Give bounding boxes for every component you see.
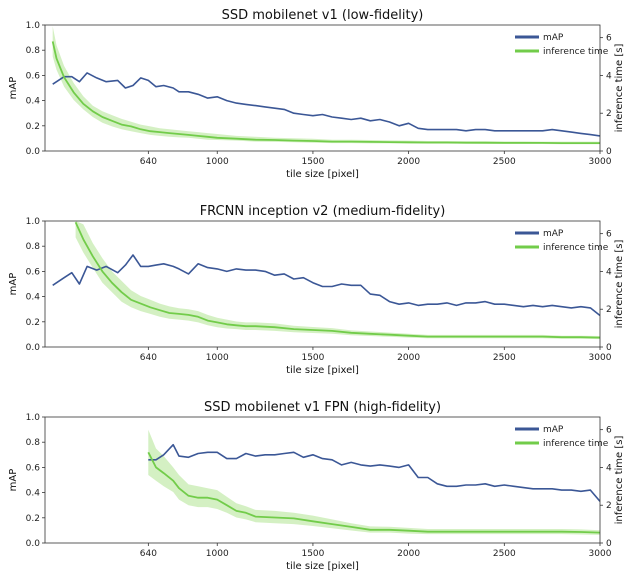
legend-label: inference time: [543, 47, 609, 57]
y2-tick-label: 2: [606, 305, 612, 315]
inference-time-confidence-band: [148, 429, 600, 535]
x-tick-label: 1000: [206, 353, 229, 363]
x-tick-label: 2500: [493, 549, 516, 559]
x-axis-label: tile size [pixel]: [286, 169, 359, 180]
y2-tick-label: 4: [606, 267, 612, 277]
x-tick-label: 2000: [397, 549, 420, 559]
x-tick-label: 3000: [589, 549, 612, 559]
y2-tick-label: 6: [606, 230, 612, 240]
x-tick-label: 2000: [397, 157, 420, 167]
inference-time-confidence-band: [52, 26, 600, 145]
y2-tick-label: 2: [606, 501, 612, 511]
inference-time-series-line: [74, 221, 600, 339]
y2-tick-label: 0: [606, 539, 612, 549]
legend-label: mAP: [543, 229, 564, 239]
x-tick-label: 2000: [397, 353, 420, 363]
y-tick-label: 0.0: [26, 147, 41, 157]
x-tick-label: 3000: [589, 353, 612, 363]
y-tick-label: 0.8: [26, 46, 41, 56]
y-tick-label: 0.4: [26, 97, 41, 107]
legend-label: inference time: [543, 439, 609, 449]
x-tick-label: 1500: [301, 157, 324, 167]
chart-title: FRCNN inception v2 (medium-fidelity): [200, 204, 446, 219]
map-series-line: [52, 254, 600, 317]
y-tick-label: 0.8: [26, 438, 41, 448]
x-tick-label: 1000: [206, 157, 229, 167]
y2-axis-label: inference time [s]: [614, 44, 625, 133]
y-tick-label: 0.4: [26, 489, 41, 499]
legend-label: inference time: [543, 243, 609, 253]
legend: mAP inference time: [515, 33, 609, 57]
y-axis-label: mAP: [8, 469, 19, 492]
x-tick-label: 640: [140, 157, 157, 167]
y-tick-label: 0.6: [26, 267, 41, 277]
x-tick-label: 1500: [301, 353, 324, 363]
plot-frame: [44, 416, 601, 544]
inference-time-series-line: [51, 41, 600, 145]
x-axis-label: tile size [pixel]: [286, 365, 359, 376]
y-tick-label: 0.0: [26, 343, 41, 353]
chart-panel-2: FRCNN inception v2 (medium-fidelity)640 1…: [8, 204, 625, 376]
legend: mAP inference time: [515, 425, 609, 449]
x-tick-label: 2500: [493, 353, 516, 363]
chart-panel-1: SSD mobilenet v1 (low-fidelity)640 1000 15…: [8, 8, 625, 180]
y-axis-label: mAP: [8, 77, 19, 100]
y2-tick-label: 2: [606, 109, 612, 119]
x-tick-label: 1000: [206, 549, 229, 559]
y-tick-label: 0.6: [26, 463, 41, 473]
y-tick-label: 0.6: [26, 71, 41, 81]
x-tick-label: 1500: [301, 549, 324, 559]
y2-tick-label: 4: [606, 71, 612, 81]
plot-frame: [44, 220, 601, 348]
y-axis-label: mAP: [8, 273, 19, 296]
y-tick-label: 0.8: [26, 242, 41, 252]
x-tick-label: 640: [140, 353, 157, 363]
x-tick-label: 3000: [589, 157, 612, 167]
y2-tick-label: 6: [606, 34, 612, 44]
plot-frame: [44, 24, 601, 152]
inference-time-confidence-band: [75, 221, 600, 340]
y-tick-label: 0.2: [26, 318, 40, 328]
y2-axis-label: inference time [s]: [614, 240, 625, 329]
y2-tick-label: 4: [606, 463, 612, 473]
y2-axis-label: inference time [s]: [614, 436, 625, 525]
map-series-line: [148, 443, 600, 502]
y-tick-label: 0.4: [26, 293, 41, 303]
y-tick-label: 0.2: [26, 122, 40, 132]
legend-label: mAP: [543, 425, 564, 435]
y2-tick-label: 0: [606, 343, 612, 353]
chart-panel-3: SSD mobilenet v1 FPN (high-fidelity)640 1…: [8, 400, 625, 572]
y-tick-label: 1.0: [26, 217, 41, 227]
legend: mAP inference time: [515, 229, 609, 253]
y2-tick-label: 6: [606, 426, 612, 436]
chart-title: SSD mobilenet v1 FPN (high-fidelity): [204, 400, 441, 415]
x-tick-label: 640: [140, 549, 157, 559]
y-tick-label: 0.0: [26, 539, 41, 549]
inference-time-series-line: [147, 451, 600, 534]
y-tick-label: 1.0: [26, 413, 41, 423]
legend-label: mAP: [543, 33, 564, 43]
chart-title: SSD mobilenet v1 (low-fidelity): [222, 8, 424, 23]
y-tick-label: 1.0: [26, 21, 41, 31]
x-axis-label: tile size [pixel]: [286, 561, 359, 572]
y-tick-label: 0.2: [26, 514, 40, 524]
y2-tick-label: 0: [606, 147, 612, 157]
x-tick-label: 2500: [493, 157, 516, 167]
map-series-line: [52, 72, 600, 137]
